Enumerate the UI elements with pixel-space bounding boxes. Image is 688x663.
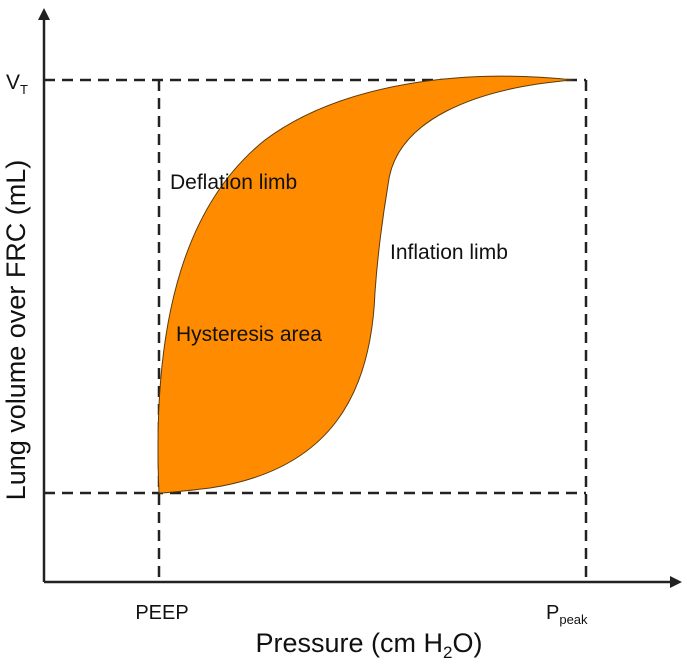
hysteresis-loop — [157, 75, 574, 494]
inflation-limb-label: Inflation limb — [390, 241, 508, 264]
ppeak-tick-label: Ppeak — [546, 602, 588, 627]
hysteresis-area-label: Hysteresis area — [176, 323, 322, 346]
vt-tick-label: VT — [6, 71, 28, 97]
x-axis-label: Pressure (cm H2O) — [256, 628, 483, 662]
deflation-limb-label: Deflation limb — [170, 171, 297, 194]
peep-tick-label: PEEP — [135, 602, 188, 624]
y-axis-label: Lung volume over FRC (mL) — [1, 160, 31, 501]
